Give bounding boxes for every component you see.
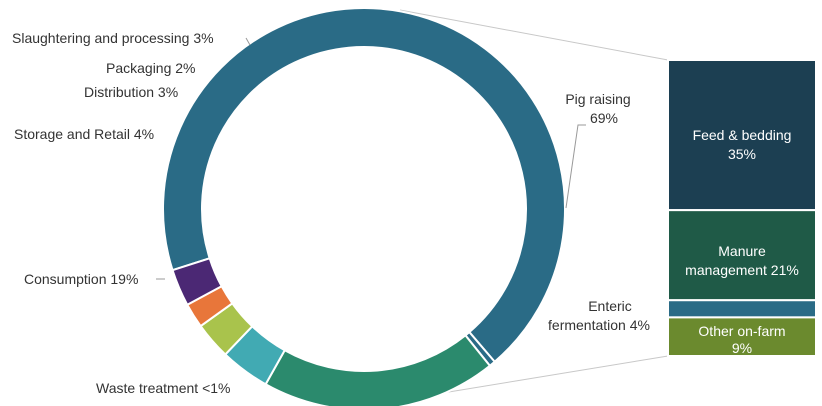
donut-slice-consumption — [264, 333, 492, 406]
label-feed-name: Feed & bedding — [693, 127, 792, 143]
label-other-value: 9% — [732, 340, 752, 356]
label-pig-raising-value: 69% — [590, 110, 618, 126]
label-enteric-value: fermentation 4% — [548, 317, 650, 333]
label-other-name: Other on-farm — [698, 323, 785, 339]
breakdown-segment-enteric-fermentation — [667, 299, 817, 319]
label-consumption: Consumption 19% — [24, 271, 138, 287]
donut-slice-slaughtering-and-processing — [171, 257, 223, 307]
label-slaughtering: Slaughtering and processing 3% — [12, 30, 214, 46]
pig-raising-leader — [565, 124, 586, 209]
label-waste: Waste treatment <1% — [96, 380, 230, 396]
breakdown-segment-other-on-farm — [667, 316, 817, 357]
label-packaging: Packaging 2% — [106, 60, 196, 76]
label-manure-name: Manure — [718, 243, 766, 259]
donut-slice-pig-raising — [162, 7, 566, 364]
label-pig-raising-name: Pig raising — [565, 91, 630, 107]
breakdown-segment-manure-management — [667, 209, 817, 302]
donut — [162, 7, 566, 406]
label-manure-value: management 21% — [685, 262, 799, 278]
label-distribution: Distribution 3% — [84, 84, 178, 100]
slaughtering-leader — [245, 37, 251, 46]
label-storage: Storage and Retail 4% — [14, 126, 154, 142]
label-enteric-name: Enteric — [588, 298, 632, 314]
breakdown-bar — [667, 59, 817, 357]
connector-top-line — [399, 9, 669, 61]
label-feed-value: 35% — [728, 146, 756, 162]
breakdown-segment-feed-bedding — [667, 59, 817, 212]
